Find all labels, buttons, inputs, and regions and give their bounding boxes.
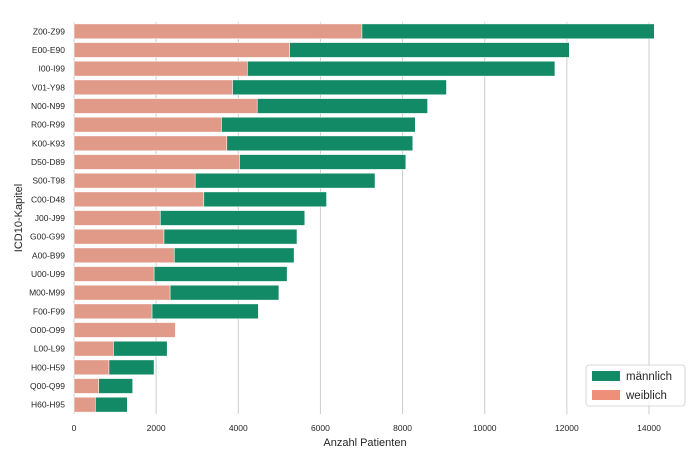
- y-tick-label: I00-I99: [39, 64, 66, 74]
- y-tick-label: Z00-Z99: [33, 26, 65, 36]
- y-tick-label: F00-F99: [33, 306, 65, 316]
- bar-female: [73, 340, 114, 357]
- y-tick-label: R00-R99: [31, 120, 65, 130]
- x-tick-label: 6000: [311, 423, 330, 433]
- y-tick-label: N00-N99: [31, 101, 65, 111]
- y-tick-label: U00-U99: [31, 269, 65, 279]
- y-tick-label: O00-O99: [30, 325, 65, 335]
- bar-female: [73, 396, 96, 413]
- x-tick-label: 10000: [473, 423, 497, 433]
- y-tick-label: S00-T98: [32, 176, 65, 186]
- x-axis-title: Anzahl Patienten: [323, 437, 406, 449]
- y-tick-label: L00-L99: [34, 344, 65, 354]
- legend-label-female: weiblich: [625, 390, 667, 402]
- bar-female: [73, 210, 161, 226]
- bar-female: [73, 98, 258, 114]
- legend-swatch-female: [592, 390, 620, 400]
- y-tick-label: C00-D48: [31, 194, 65, 204]
- y-axis-title: ICD10-Kapitel: [13, 184, 25, 252]
- bar-female: [73, 23, 363, 40]
- y-tick-label: A00-B99: [32, 250, 65, 260]
- x-tick-labels: 0 2000 4000 6000 8000 10000 12000 14000: [72, 423, 661, 433]
- bar-female: [73, 322, 176, 338]
- x-tick-label: 14000: [637, 423, 661, 433]
- bar-female: [73, 284, 171, 301]
- y-tick-label: D50-D89: [31, 157, 65, 167]
- bar-female: [73, 172, 196, 189]
- y-tick-label: E00-E90: [32, 45, 65, 55]
- y-tick-label: M00-M99: [29, 288, 65, 298]
- y-tick-label: H00-H59: [31, 362, 65, 372]
- y-tick-label: Q00-Q99: [30, 381, 65, 391]
- x-tick-label: 0: [72, 423, 77, 433]
- y-tick-label: G00-G99: [30, 232, 65, 242]
- legend-swatch-male: [592, 371, 620, 381]
- x-tick-label: 2000: [147, 423, 166, 433]
- bar-female: [73, 378, 99, 394]
- x-tick-label: 12000: [555, 423, 579, 433]
- x-tick-label: 8000: [393, 423, 412, 433]
- x-tick-label: 4000: [229, 423, 248, 433]
- bar-female: [73, 60, 248, 77]
- legend-label-male: männlich: [626, 371, 672, 383]
- bar-female: [73, 135, 228, 152]
- y-tick-label: H60-H95: [31, 400, 65, 410]
- bar-female: [73, 247, 175, 264]
- y-tick-label: J00-J99: [35, 213, 66, 223]
- bar-female: [73, 191, 205, 208]
- y-tick-label: V01-Y98: [32, 82, 65, 92]
- legend: männlich weiblich: [585, 364, 686, 407]
- bar-female: [73, 154, 240, 170]
- bar-female: [73, 79, 233, 96]
- bar-female: [73, 359, 110, 376]
- bar-female: [73, 303, 153, 320]
- bar-female: [73, 116, 222, 133]
- bar-female: [73, 228, 165, 245]
- y-tick-labels: Z00-Z99 E00-E90 I00-I99 V01-Y98 N00-N99 R00-R…: [29, 26, 65, 409]
- bar-female: [73, 266, 155, 282]
- bars: [73, 23, 655, 413]
- bar-female: [73, 42, 290, 58]
- y-tick-label: K00-K93: [32, 138, 65, 148]
